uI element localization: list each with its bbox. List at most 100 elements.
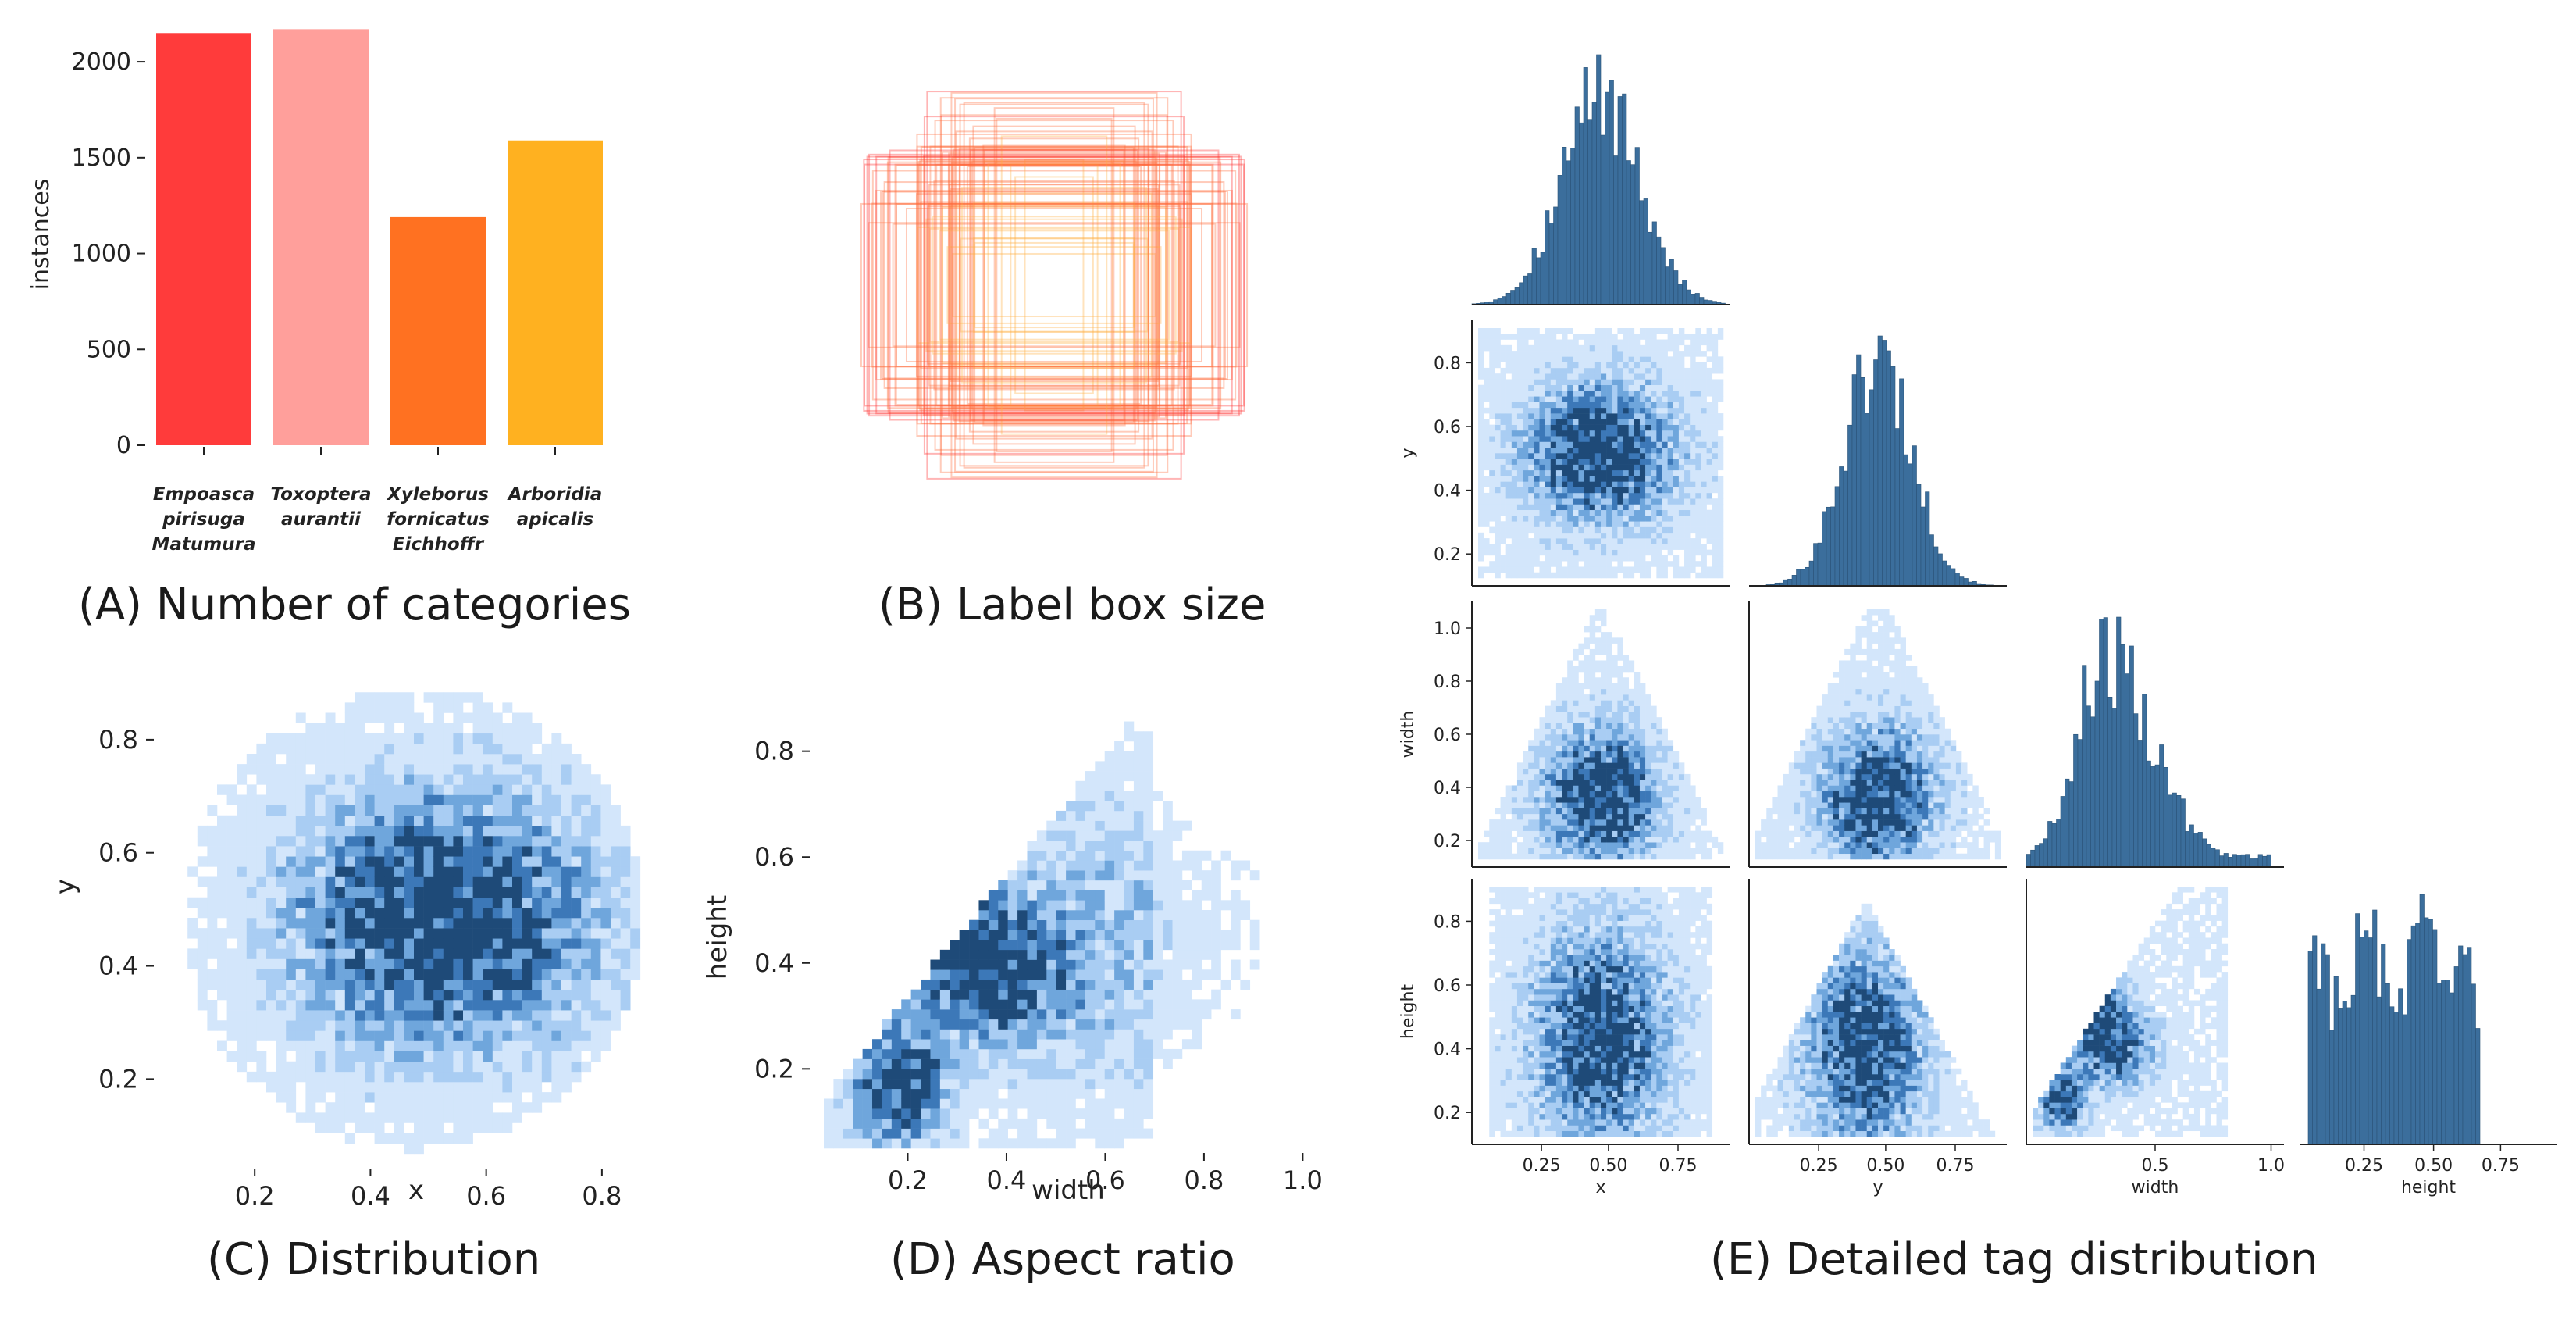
panel-e-1-0-cell bbox=[1528, 572, 1534, 579]
panel-e-2-0-cell bbox=[1545, 819, 1552, 826]
panel-e-1-0-cell bbox=[1717, 492, 1724, 499]
panel-b-box bbox=[974, 146, 1135, 424]
panel-d-cell bbox=[1153, 900, 1163, 911]
panel-c-cell bbox=[433, 1061, 444, 1073]
panel-d-cell bbox=[930, 989, 941, 1000]
panel-c-cell bbox=[611, 856, 621, 867]
panel-c-cell bbox=[532, 733, 543, 744]
panel-e-1-0-cell bbox=[1639, 384, 1646, 391]
panel-c-cell bbox=[226, 969, 237, 980]
panel-c-cell bbox=[365, 1122, 375, 1133]
panel-c-cell bbox=[433, 1010, 444, 1021]
panel-e-2-0-cell bbox=[1539, 751, 1545, 758]
panel-e-1-0-cell bbox=[1628, 334, 1635, 340]
panel-c-cell bbox=[256, 989, 267, 1001]
panel-e-1-0-cell bbox=[1606, 419, 1612, 425]
panel-c-cell bbox=[355, 836, 365, 847]
panel-c-cell bbox=[237, 989, 248, 1001]
panel-e-1-0-cell bbox=[1673, 351, 1680, 357]
panel-c-cell bbox=[571, 1061, 582, 1073]
panel-e-1-0-cell bbox=[1489, 566, 1495, 573]
panel-c-cell bbox=[453, 743, 464, 755]
panel-c-cell bbox=[502, 774, 513, 785]
panel-d-cell bbox=[1201, 880, 1212, 890]
panel-e-1-0-cell bbox=[1534, 572, 1540, 579]
panel-e-hist-bar bbox=[2193, 833, 2199, 868]
panel-d-cell bbox=[1046, 1088, 1056, 1099]
panel-c-cell bbox=[512, 1082, 522, 1093]
panel-c-cell bbox=[433, 1112, 444, 1123]
panel-c-cell bbox=[620, 866, 631, 877]
panel-c-cell bbox=[325, 866, 336, 877]
panel-e-1-0-cell bbox=[1516, 453, 1523, 459]
panel-c-cell bbox=[502, 918, 513, 929]
panel-d-cell bbox=[1133, 830, 1144, 841]
panel-e-1-0-cell bbox=[1562, 384, 1568, 391]
panel-d-cell bbox=[1036, 999, 1047, 1010]
panel-e-1-0-cell bbox=[1511, 504, 1518, 511]
panel-e-2-0-cell bbox=[1555, 745, 1562, 752]
panel-d-cell bbox=[978, 1079, 989, 1090]
panel-e-2-0-cell bbox=[1528, 853, 1534, 860]
panel-c-cell bbox=[266, 846, 276, 857]
panel-e-1-0-cell bbox=[1678, 351, 1685, 357]
panel-e-1-0-cell bbox=[1662, 362, 1668, 369]
panel-c-cell bbox=[344, 764, 355, 775]
panel-c-cell bbox=[512, 1092, 522, 1103]
panel-c-cell bbox=[512, 794, 522, 805]
panel-c-cell bbox=[453, 1122, 464, 1133]
panel-c-cell bbox=[365, 815, 375, 826]
panel-b-box bbox=[935, 163, 1173, 407]
panel-c-cell bbox=[325, 876, 336, 887]
panel-e-1-0-cell bbox=[1594, 367, 1602, 374]
panel-e-1-0-cell bbox=[1539, 549, 1545, 556]
panel-e-1-0-cell bbox=[1706, 516, 1713, 522]
panel-c-cell bbox=[423, 928, 434, 939]
panel-c-cell bbox=[453, 938, 464, 949]
panel-e-1-0-cell bbox=[1489, 413, 1495, 419]
panel-e-1-0-cell bbox=[1651, 516, 1657, 522]
panel-c-cell bbox=[512, 836, 522, 847]
panel-e-1-0-cell bbox=[1495, 339, 1501, 346]
panel-c-cell bbox=[551, 979, 562, 990]
panel-e-1-0-cell bbox=[1567, 430, 1573, 437]
panel-d-cell bbox=[1172, 989, 1183, 1000]
panel-e-1-0-cell bbox=[1673, 447, 1680, 454]
panel-d-cell bbox=[1172, 880, 1183, 890]
panel-e-1-0-cell bbox=[1623, 492, 1629, 499]
panel-e-1-0-cell bbox=[1562, 453, 1568, 459]
panel-d-cell bbox=[1056, 1118, 1067, 1129]
panel-e-1-0-cell bbox=[1545, 334, 1552, 340]
panel-b-box bbox=[955, 130, 1153, 440]
panel-e-1-0-cell bbox=[1656, 469, 1662, 476]
panel-d-cell bbox=[1056, 999, 1067, 1010]
panel-d-cell bbox=[1046, 1039, 1056, 1050]
panel-e-1-0-cell bbox=[1701, 373, 1707, 380]
panel-e-1-0-cell bbox=[1567, 509, 1573, 516]
panel-e-2-0-cell bbox=[1534, 813, 1540, 820]
panel-e-1-0-cell bbox=[1511, 430, 1518, 437]
panel-e-1-0-cell bbox=[1706, 538, 1713, 544]
panel-c-cell bbox=[423, 836, 434, 847]
panel-d-cell bbox=[862, 1048, 873, 1059]
panel-e-1-0-cell bbox=[1516, 476, 1523, 482]
panel-d-cell bbox=[910, 1048, 921, 1059]
panel-c-cell bbox=[384, 794, 395, 805]
panel-e-hist-bar bbox=[2364, 930, 2369, 1145]
panel-c-cell bbox=[620, 907, 631, 919]
panel-e-1-0-cell bbox=[1623, 362, 1629, 369]
panel-e-1-0-cell bbox=[1534, 436, 1540, 442]
panel-e-2-0-cell bbox=[1545, 785, 1552, 792]
panel-d-cell bbox=[1143, 810, 1154, 821]
panel-d-cell bbox=[969, 1108, 979, 1119]
panel-e-hist-bar bbox=[2206, 844, 2211, 868]
panel-c-cell bbox=[541, 1030, 552, 1041]
panel-e-1-0-cell bbox=[1706, 464, 1713, 471]
panel-e-2-0-cell bbox=[1555, 751, 1562, 758]
panel-c-cell bbox=[581, 897, 592, 908]
panel-e-1-0-cell bbox=[1594, 459, 1602, 465]
panel-c-cell bbox=[512, 723, 522, 734]
panel-e-1-0-cell bbox=[1656, 532, 1662, 539]
panel-e-1-0-cell bbox=[1511, 572, 1518, 579]
panel-d-cell bbox=[1104, 860, 1115, 871]
